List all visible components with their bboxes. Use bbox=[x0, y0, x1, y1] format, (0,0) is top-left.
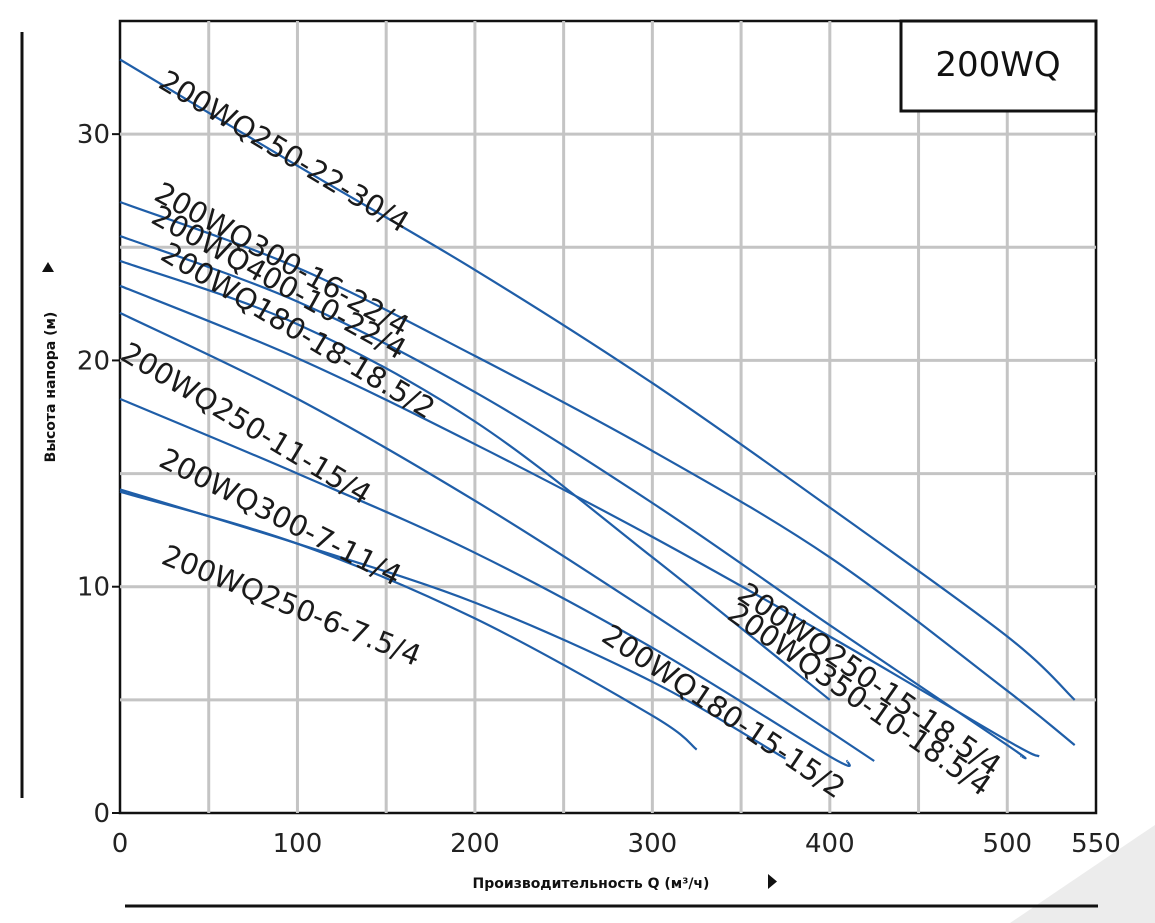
plot-area bbox=[118, 19, 1098, 815]
title-badge bbox=[899, 19, 1098, 113]
series-line bbox=[119, 490, 698, 751]
series-line bbox=[119, 234, 1027, 760]
series-line bbox=[119, 200, 1076, 746]
x-tick-label: 300 bbox=[628, 829, 678, 859]
corner-watermark bbox=[1010, 825, 1155, 923]
y-tick-label: 0 bbox=[93, 799, 110, 829]
x-tick-label: 550 bbox=[1071, 829, 1121, 859]
x-tick-label: 400 bbox=[805, 829, 855, 859]
x-tick-label: 100 bbox=[273, 829, 323, 859]
series-line bbox=[119, 397, 851, 767]
series-line bbox=[119, 259, 831, 701]
y-axis-title: Высота напора (м) bbox=[43, 312, 59, 463]
series-line bbox=[119, 284, 1040, 758]
series-line bbox=[119, 58, 1076, 701]
x-tick-label: 0 bbox=[112, 829, 129, 859]
y-tick-label: 30 bbox=[77, 120, 110, 150]
y-axis-arrow-icon bbox=[42, 262, 54, 272]
y-tick-label: 10 bbox=[77, 573, 110, 603]
x-tick-label: 200 bbox=[450, 829, 500, 859]
series-line bbox=[119, 311, 875, 762]
y-tick-label: 20 bbox=[77, 346, 110, 376]
title-badge-text: 200WQ bbox=[935, 45, 1060, 85]
x-tick-label: 500 bbox=[982, 829, 1032, 859]
tick-labels: 0 100 200 300 400 500 550 0 10 20 30 bbox=[77, 120, 1121, 859]
x-axis-title: Производительность Q (м³/ч) bbox=[473, 876, 710, 892]
x-axis-arrow-icon bbox=[768, 874, 777, 889]
curves bbox=[119, 58, 1076, 767]
